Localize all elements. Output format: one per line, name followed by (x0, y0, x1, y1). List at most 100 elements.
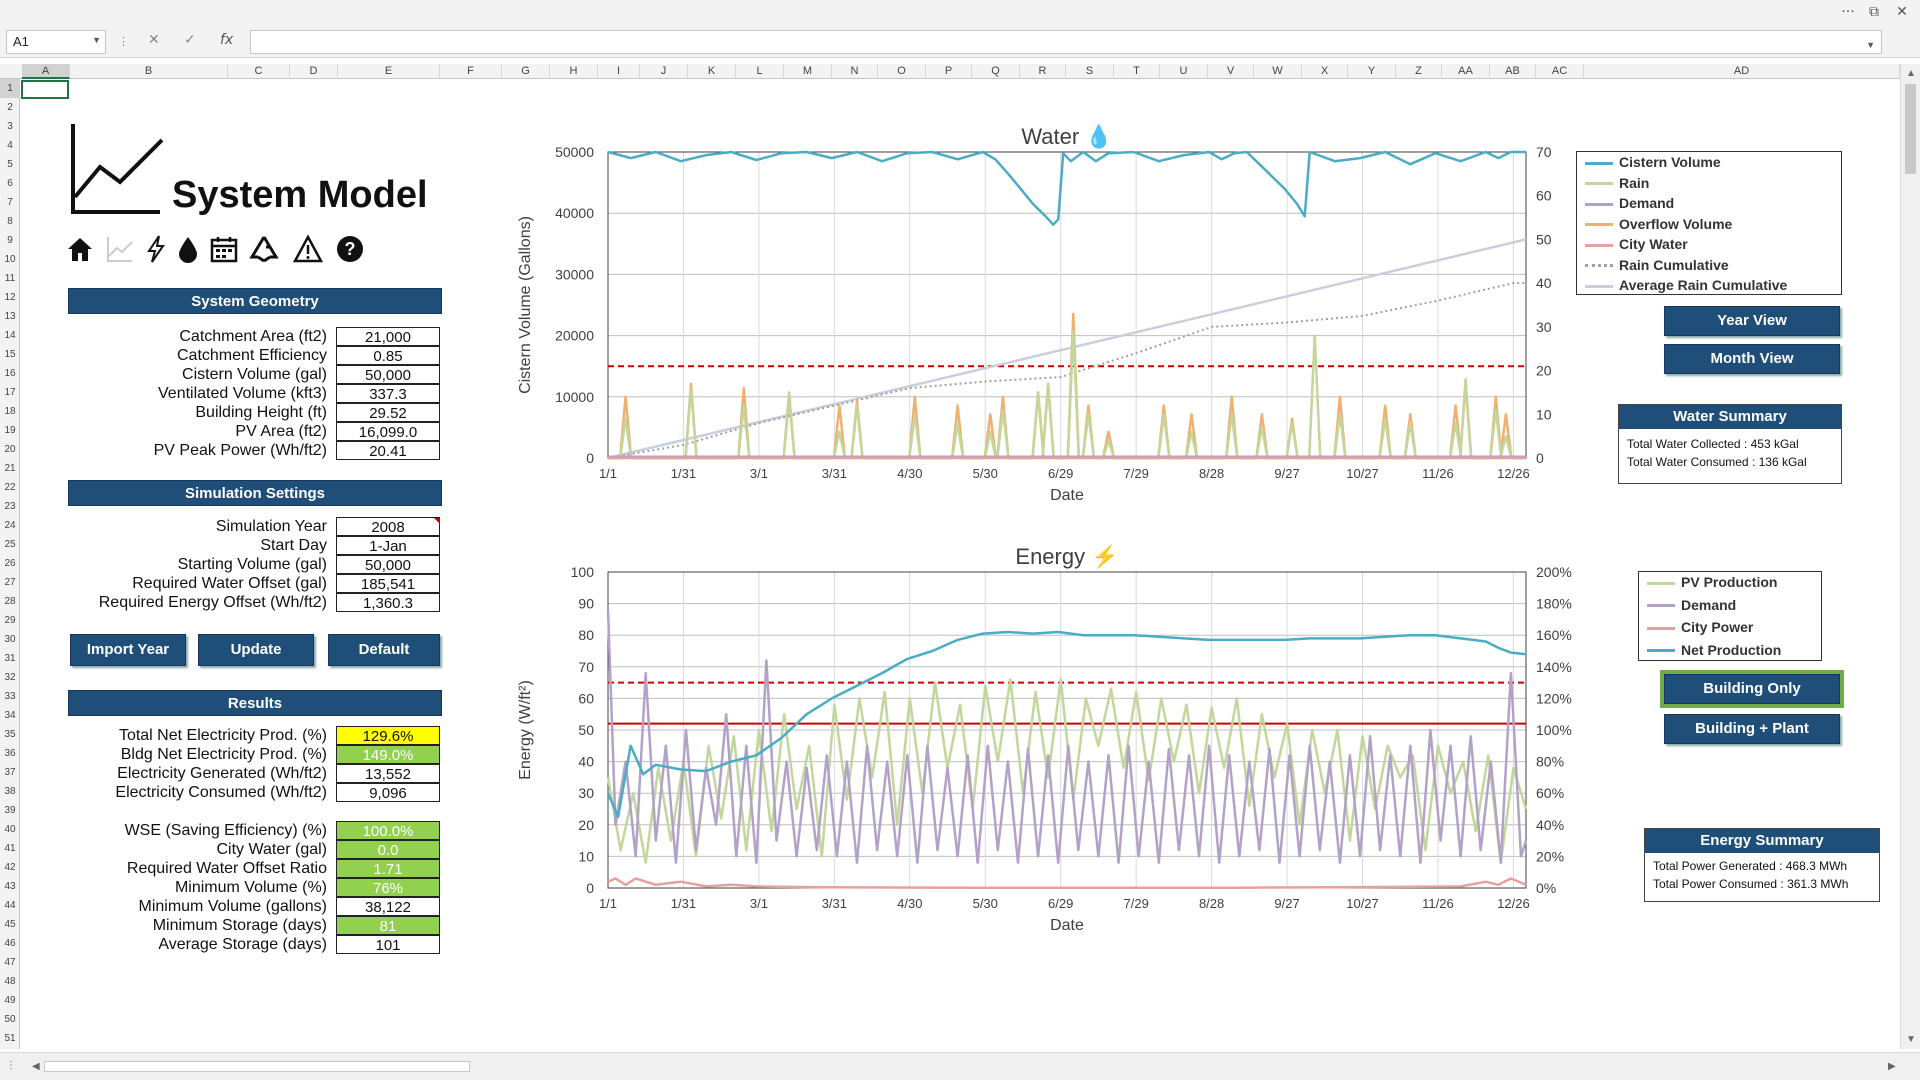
column-header[interactable]: O (878, 64, 926, 79)
column-header[interactable]: N (832, 64, 878, 79)
chart-icon[interactable] (104, 234, 136, 266)
column-header[interactable]: M (784, 64, 832, 79)
field-value-cell[interactable]: 101 (336, 935, 440, 954)
row-header[interactable]: 30 (4, 634, 16, 645)
column-header[interactable]: G (502, 64, 550, 79)
column-header[interactable]: P (926, 64, 972, 79)
building-only-button[interactable]: Building Only (1660, 670, 1844, 708)
calendar-icon[interactable] (208, 234, 240, 266)
row-header[interactable]: 8 (7, 216, 13, 227)
row-header[interactable]: 11 (4, 273, 16, 284)
building-plant-button[interactable]: Building + Plant (1664, 714, 1840, 744)
row-header[interactable]: 4 (7, 140, 13, 151)
scroll-right-icon[interactable]: ▶ (1888, 1061, 1896, 1072)
field-value-cell[interactable]: 13,552 (336, 764, 440, 783)
row-header[interactable]: 42 (4, 862, 16, 873)
row-header[interactable]: 45 (4, 919, 16, 930)
column-header[interactable]: L (736, 64, 784, 79)
column-header[interactable]: I (598, 64, 640, 79)
row-header[interactable]: 13 (4, 311, 16, 322)
field-value-cell[interactable]: 185,541 (336, 574, 440, 593)
column-header[interactable]: B (70, 64, 228, 79)
column-header[interactable]: T (1114, 64, 1160, 79)
column-header[interactable]: J (640, 64, 688, 79)
column-header[interactable]: K (688, 64, 736, 79)
row-header[interactable]: 36 (4, 748, 16, 759)
row-header[interactable]: 3 (7, 121, 13, 132)
row-header[interactable]: 35 (4, 729, 16, 740)
field-value-cell[interactable]: 9,096 (336, 783, 440, 802)
field-value-cell[interactable]: 337.3 (336, 384, 440, 403)
field-value-cell[interactable]: 129.6% (336, 726, 440, 745)
field-value-cell[interactable]: 50,000 (336, 365, 440, 384)
row-header[interactable]: 21 (4, 463, 16, 474)
column-header[interactable]: E (338, 64, 440, 79)
vertical-scroll-thumb[interactable] (1905, 84, 1916, 174)
lightning-icon[interactable] (140, 234, 172, 266)
column-header[interactable]: AC (1536, 64, 1584, 79)
field-value-cell[interactable]: 0.85 (336, 346, 440, 365)
row-header[interactable]: 41 (4, 843, 16, 854)
default-button[interactable]: Default (328, 634, 440, 666)
row-header[interactable]: 25 (4, 539, 16, 550)
field-value-cell[interactable]: 0.0 (336, 840, 440, 859)
field-value-cell[interactable]: 2008 (336, 517, 440, 536)
column-header[interactable]: Z (1396, 64, 1442, 79)
column-header[interactable]: AB (1490, 64, 1536, 79)
row-header[interactable]: 40 (4, 824, 16, 835)
row-header[interactable]: 19 (4, 425, 16, 436)
field-value-cell[interactable]: 16,099.0 (336, 422, 440, 441)
row-header[interactable]: 18 (4, 406, 16, 417)
year-view-button[interactable]: Year View (1664, 306, 1840, 336)
recycle-icon[interactable] (248, 234, 280, 266)
formula-input[interactable]: ▼ (250, 30, 1882, 54)
row-header[interactable]: 50 (4, 1014, 16, 1025)
scroll-left-icon[interactable]: ◀ (32, 1061, 40, 1072)
field-value-cell[interactable]: 1,360.3 (336, 593, 440, 612)
active-cell-a1[interactable] (21, 80, 69, 99)
row-header[interactable]: 27 (4, 577, 16, 588)
row-header[interactable]: 51 (4, 1033, 16, 1044)
comment-indicator[interactable] (434, 518, 440, 524)
insert-function-icon[interactable]: fx (220, 32, 234, 48)
cancel-icon[interactable]: ✕ (148, 32, 160, 48)
row-header[interactable]: 32 (4, 672, 16, 683)
row-header[interactable]: 28 (4, 596, 16, 607)
horizontal-scrollbar[interactable]: ⋮ ◀ ▶ (0, 1052, 1920, 1080)
restore-window-icon[interactable]: ⧉ (1869, 4, 1879, 20)
update-button[interactable]: Update (198, 634, 314, 666)
name-box[interactable]: A1 ▼ (6, 30, 106, 54)
row-header[interactable]: 1 (0, 79, 20, 98)
field-value-cell[interactable]: 21,000 (336, 327, 440, 346)
vertical-scrollbar[interactable]: ▲ ▼ (1900, 64, 1920, 1049)
column-header[interactable]: AA (1442, 64, 1490, 79)
close-window-icon[interactable]: ✕ (1896, 4, 1908, 20)
field-value-cell[interactable]: 1-Jan (336, 536, 440, 555)
row-header[interactable]: 29 (4, 615, 16, 626)
row-header[interactable]: 5 (7, 159, 13, 170)
column-header[interactable]: V (1208, 64, 1254, 79)
row-header[interactable]: 14 (4, 330, 16, 341)
column-header[interactable]: A (22, 64, 70, 79)
field-value-cell[interactable]: 20.41 (336, 441, 440, 460)
field-value-cell[interactable]: 50,000 (336, 555, 440, 574)
field-value-cell[interactable]: 29.52 (336, 403, 440, 422)
row-header[interactable]: 7 (7, 197, 13, 208)
row-header[interactable]: 20 (4, 444, 16, 455)
row-header[interactable]: 47 (4, 957, 16, 968)
chevron-down-icon[interactable]: ▼ (1866, 40, 1875, 50)
row-header[interactable]: 2 (7, 102, 13, 113)
month-view-button[interactable]: Month View (1664, 344, 1840, 374)
chevron-down-icon[interactable]: ▼ (92, 35, 101, 45)
row-header[interactable]: 12 (4, 292, 16, 303)
help-icon[interactable]: ? (334, 234, 366, 266)
more-options-icon[interactable]: ··· (1841, 4, 1855, 20)
column-header[interactable]: C (228, 64, 290, 79)
column-header[interactable]: W (1254, 64, 1302, 79)
row-header[interactable]: 23 (4, 501, 16, 512)
warning-icon[interactable] (292, 234, 324, 266)
column-header[interactable]: AD (1584, 64, 1900, 79)
row-header[interactable]: 44 (4, 900, 16, 911)
column-header[interactable]: Y (1348, 64, 1396, 79)
column-header[interactable]: S (1066, 64, 1114, 79)
